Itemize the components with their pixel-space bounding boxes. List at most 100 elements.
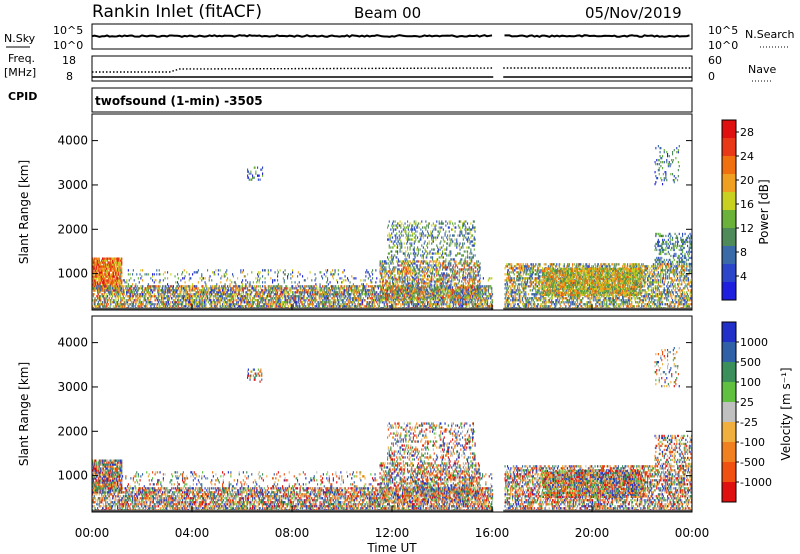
scatter-cell [272, 285, 274, 288]
scatter-cell [165, 285, 167, 288]
scatter-cell [215, 287, 217, 290]
scatter-cell [466, 305, 468, 308]
scatter-cell [404, 287, 406, 290]
scatter-cell [272, 301, 274, 304]
scatter-cell [257, 303, 259, 306]
scatter-cell [96, 281, 98, 284]
scatter-cell [204, 305, 206, 308]
scatter-cell [204, 291, 206, 294]
scatter-cell [96, 257, 98, 260]
scatter-cell [120, 273, 122, 276]
scatter-cell [127, 299, 129, 302]
scatter-cell [220, 291, 222, 294]
scatter-cell [346, 289, 348, 292]
scatter-cell [322, 303, 324, 306]
scatter-cell [352, 299, 354, 302]
scatter-cell [106, 279, 108, 282]
scatter-cell [368, 295, 370, 298]
scatter-cell [209, 297, 211, 300]
scatter-cell [445, 285, 447, 288]
scatter-cell [468, 299, 470, 302]
scatter-cell [314, 273, 316, 276]
scatter-cell [103, 305, 105, 308]
scatter-cell [162, 285, 164, 288]
scatter-cell [191, 289, 193, 292]
scatter-cell [107, 271, 109, 274]
scatter-cell [177, 305, 179, 308]
scatter-cell [439, 303, 441, 306]
scatter-cell [272, 303, 274, 306]
scatter-cell [109, 301, 111, 304]
scatter-cell [265, 289, 267, 292]
scatter-cell [223, 291, 225, 294]
nsky-frame [91, 23, 693, 50]
scatter-cell [93, 287, 95, 290]
scatter-cell [322, 285, 324, 288]
scatter-cell [186, 271, 188, 274]
scatter-cell [100, 287, 102, 290]
scatter-cell [366, 303, 368, 306]
scatter-cell [132, 273, 134, 276]
scatter-cell [380, 301, 382, 304]
scatter-cell [285, 301, 287, 304]
scatter-cell [275, 305, 277, 308]
scatter-cell [351, 275, 353, 278]
scatter-cell [163, 295, 165, 298]
scatter-cell [270, 287, 272, 290]
scatter-cell [393, 295, 395, 298]
scatter-cell [382, 264, 384, 267]
scatter-cell [98, 269, 100, 272]
scatter-cell [277, 301, 279, 304]
scatter-cell [240, 271, 242, 274]
scatter-cell [120, 257, 122, 260]
scatter-cell [222, 297, 224, 300]
scatter-cell [442, 303, 444, 306]
scatter-cell [118, 291, 120, 294]
scatter-cell [94, 305, 96, 308]
scatter-cell [303, 303, 305, 306]
scatter-cell [479, 301, 481, 304]
scatter-cell [446, 295, 448, 298]
scatter-cell [148, 291, 150, 294]
scatter-cell [216, 297, 218, 300]
scatter-cell [189, 291, 191, 294]
scatter-cell [208, 277, 210, 280]
scatter-cell [99, 271, 101, 274]
scatter-cell [301, 293, 303, 296]
scatter-cell [101, 265, 103, 268]
scatter-cell [177, 287, 179, 290]
scatter-cell [110, 273, 112, 276]
scatter-cell [92, 277, 94, 280]
scatter-cell [177, 301, 179, 304]
scatter-cell [308, 305, 310, 308]
scatter-cell [182, 271, 184, 274]
scatter-cell [412, 293, 414, 296]
scatter-cell [258, 295, 260, 298]
scatter-cell [414, 303, 416, 306]
scatter-cell [199, 301, 201, 304]
scatter-cell [277, 279, 279, 282]
scatter-cell [327, 293, 329, 296]
scatter-cell [95, 281, 97, 284]
scatter-cell [392, 288, 394, 291]
scatter-cell [357, 303, 359, 306]
station-title: Rankin Inlet (fitACF) [92, 2, 262, 22]
scatter-cell [377, 285, 379, 288]
scatter-cell [172, 293, 174, 296]
scatter-cell [147, 297, 149, 300]
scatter-cell [460, 301, 462, 304]
scatter-cell [394, 294, 396, 297]
scatter-cell [345, 303, 347, 306]
scatter-cell [93, 293, 95, 296]
scatter-cell [460, 299, 462, 302]
scatter-cell [202, 293, 204, 296]
scatter-cell [144, 295, 146, 298]
scatter-cell [137, 295, 139, 298]
scatter-cell [200, 295, 202, 298]
scatter-cell [113, 301, 115, 304]
scatter-cell [164, 277, 166, 280]
scatter-cell [375, 293, 377, 296]
scatter-cell [233, 285, 235, 288]
scatter-cell [134, 305, 136, 308]
scatter-cell [436, 305, 438, 308]
